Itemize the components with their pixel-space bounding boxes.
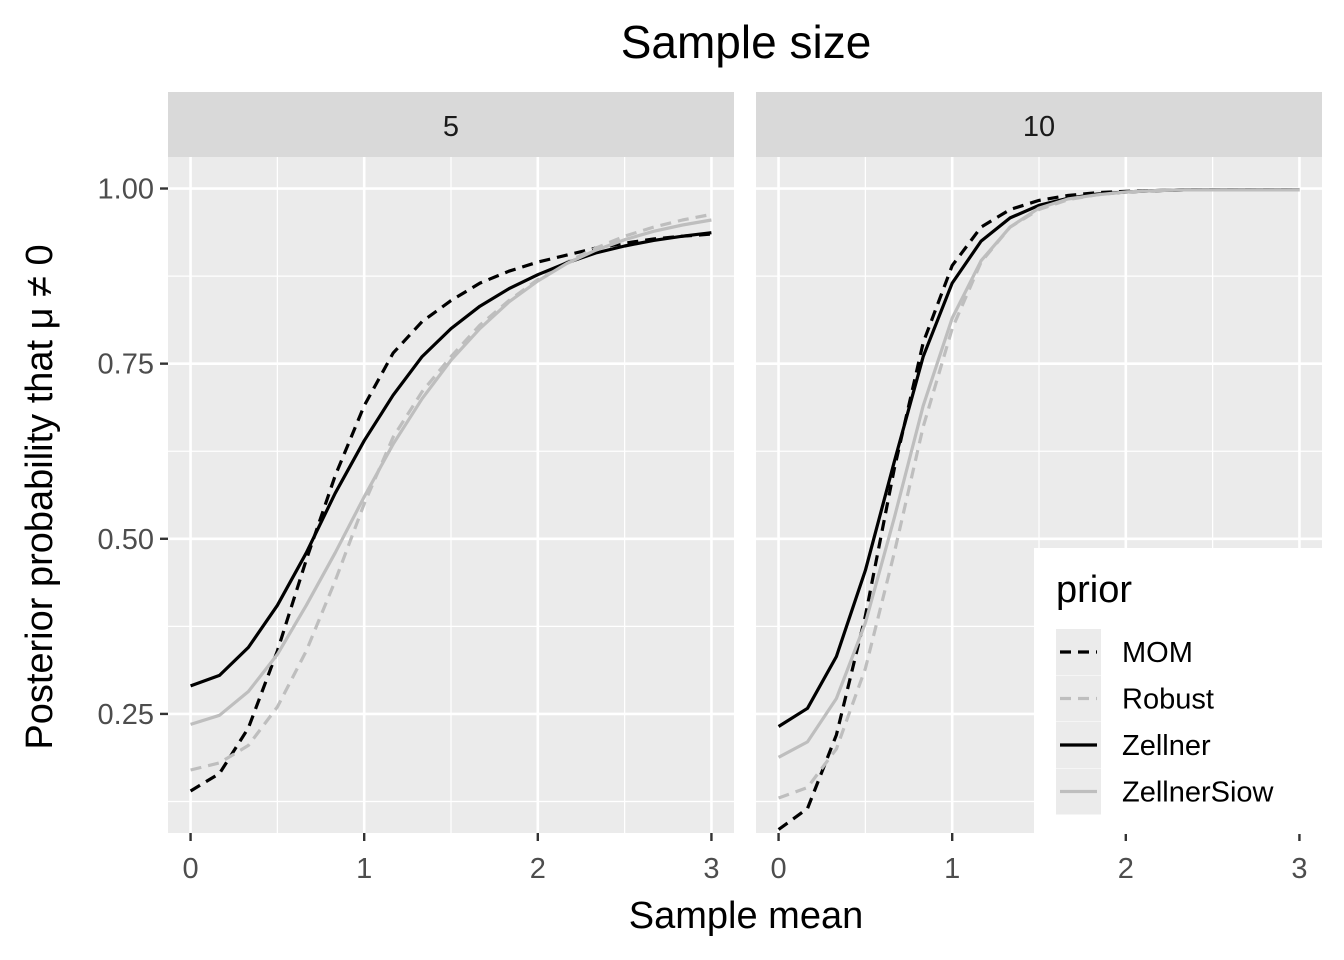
legend-label-mom: MOM: [1122, 637, 1193, 669]
series-line-zellnersiow: [777, 188, 1300, 759]
series-line-robust: [190, 212, 712, 772]
facet-strip: [168, 92, 734, 157]
x-tick-label: 0: [771, 853, 787, 885]
y-tick-label: 0.75: [98, 349, 154, 381]
facet-strip: [756, 92, 1322, 157]
legend: prior MOM Robust Zellner ZellnerSiow: [1034, 548, 1324, 834]
x-tick-label: 0: [183, 853, 199, 885]
x-axis-title: Sample mean: [629, 895, 863, 937]
facet-strip-label: 5: [443, 111, 459, 143]
legend-label-zellner: Zellner: [1122, 730, 1211, 762]
y-tick-label: 0.50: [98, 524, 154, 556]
series-line-mom: [189, 232, 712, 793]
x-tick-label: 3: [703, 853, 719, 885]
y-tick-label: 1.00: [98, 174, 154, 206]
y-axis-title: Posterior probability that μ ≠ 0: [19, 244, 61, 749]
legend-title: prior: [1056, 569, 1132, 611]
x-tick-label: 1: [356, 853, 372, 885]
legend-label-zellnersiow: ZellnerSiow: [1122, 777, 1275, 809]
facet-panel-5: 5 0 1 2 3 0.25 0.50 0.75 1.00: [98, 92, 734, 885]
legend-label-robust: Robust: [1122, 684, 1214, 716]
x-tick-label: 2: [1118, 853, 1134, 885]
chart-title: Sample size: [621, 16, 872, 68]
x-tick-label: 2: [530, 853, 546, 885]
series-line-zellner: [190, 231, 712, 688]
facet-strip-label: 10: [1023, 111, 1055, 143]
series-line-zellnersiow: [190, 218, 712, 726]
x-tick-label: 3: [1291, 853, 1307, 885]
y-tick-label: 0.25: [98, 699, 154, 731]
x-tick-label: 1: [944, 853, 960, 885]
